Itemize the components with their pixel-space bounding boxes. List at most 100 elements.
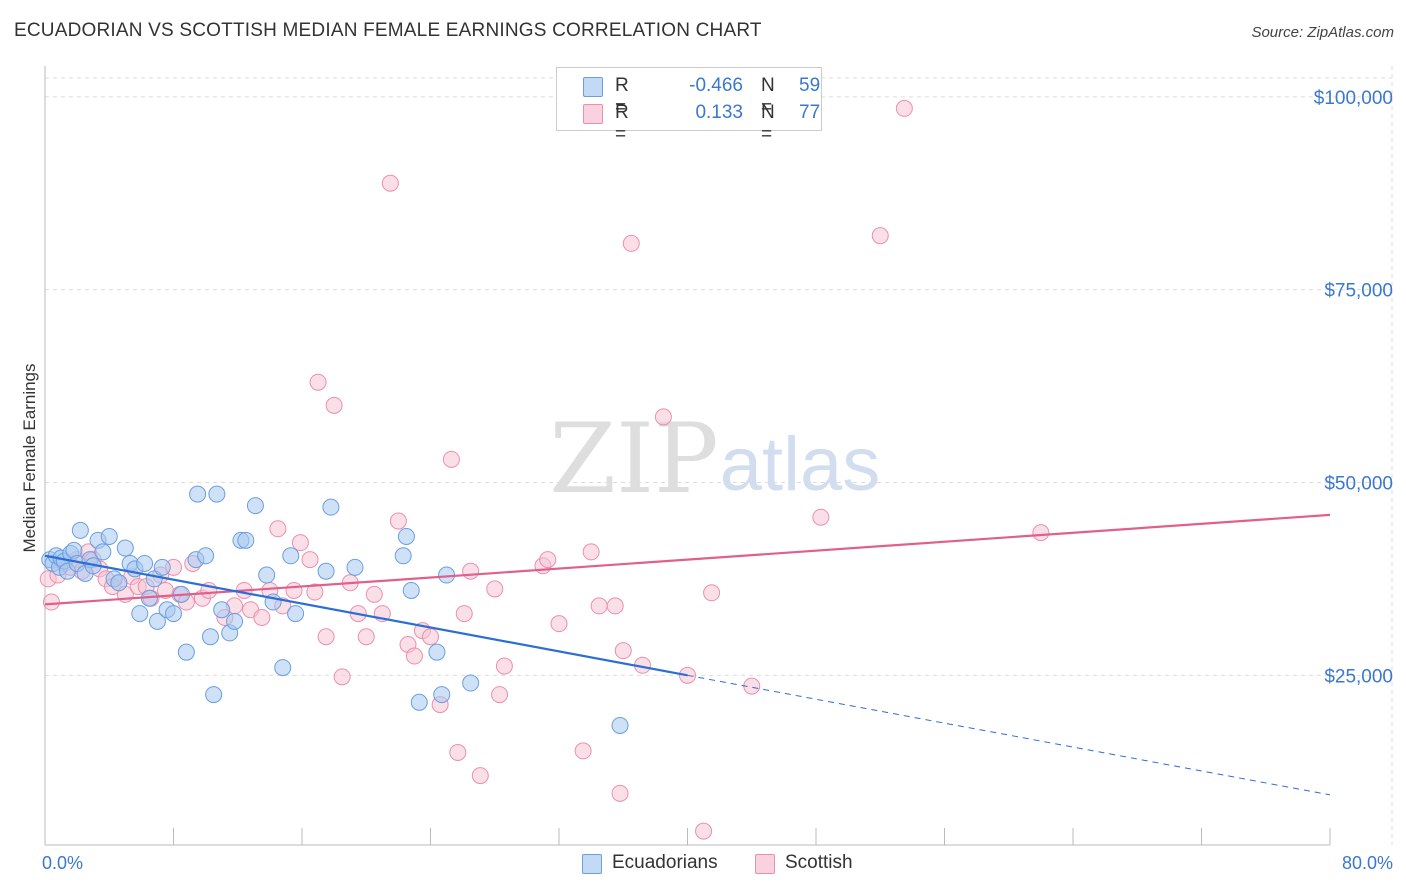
x-tick-label-min: 0.0%: [42, 853, 83, 873]
scottish-point: [333, 668, 351, 686]
ecuadorian-point: [201, 628, 219, 646]
y-tick-label: $50,000: [1324, 473, 1393, 494]
scottish-point: [614, 642, 632, 660]
ecuadorian-point: [282, 547, 300, 565]
ecuadorian-point: [433, 686, 451, 704]
ecuadorian-point: [189, 485, 207, 503]
ecuadorian-point: [397, 527, 415, 545]
ecuadorian-point: [287, 605, 305, 623]
scottish-point: [357, 628, 375, 646]
scottish-trend-line: [44, 513, 1331, 606]
y-tick-label: $75,000: [1324, 281, 1393, 302]
ecuadorian-trend-line: [44, 554, 688, 677]
scottish-point: [269, 520, 287, 538]
ecuadorian-point: [258, 566, 276, 584]
legend-swatch-scottish: [755, 854, 775, 874]
y-tick-label: $25,000: [1324, 666, 1393, 687]
scottish-point: [654, 408, 672, 426]
scottish-point: [871, 227, 889, 245]
scottish-point: [449, 743, 467, 761]
legend-r-value: -0.466: [689, 75, 743, 96]
ecuadorian-point: [346, 558, 364, 576]
scottish-point: [309, 373, 327, 391]
ecuadorian-point: [153, 558, 171, 576]
legend-label-scottish: Scottish: [785, 852, 853, 873]
scottish-point: [491, 686, 509, 704]
ecuadorian-point: [237, 531, 255, 549]
chart-title: ECUADORIAN VS SCOTTISH MEDIAN FEMALE EAR…: [14, 20, 762, 41]
y-tick-label: $100,000: [1314, 88, 1393, 109]
legend-r-label: R =: [615, 75, 629, 118]
ecuadorian-point: [317, 562, 335, 580]
watermark-zip: ZIP: [549, 403, 718, 515]
stats-legend: R = -0.466 N = 59 R = 0.133 N = 77: [556, 67, 822, 145]
ecuadorian-point: [131, 605, 149, 623]
scottish-point: [539, 551, 557, 569]
ecuadorian-point: [246, 497, 264, 515]
legend-swatch-scottish: [583, 104, 603, 124]
scottish-point: [895, 99, 913, 117]
scottish-point: [306, 583, 324, 601]
scottish-point: [462, 562, 480, 580]
ecuadorian-point: [205, 686, 223, 704]
scottish-point: [590, 597, 608, 615]
scottish-point: [325, 396, 343, 414]
legend-r-label: R =: [615, 102, 629, 145]
scottish-point: [622, 234, 640, 252]
scottish-point: [422, 628, 439, 646]
ecuadorian-point: [394, 547, 412, 565]
ecuadorian-point: [213, 601, 231, 619]
scottish-point: [812, 508, 830, 526]
ecuadorian-point: [402, 581, 420, 599]
ecuadorian-point: [136, 554, 154, 572]
ecuadorian-point: [428, 643, 446, 661]
legend-r-value: 0.133: [695, 102, 743, 123]
ecuadorian-point: [177, 643, 195, 661]
ecuadorian-point: [208, 485, 226, 503]
ecuadorian-point: [274, 659, 292, 677]
scottish-points: [39, 99, 1050, 840]
ecuadorian-point: [611, 716, 629, 734]
scottish-point: [317, 628, 335, 646]
trend-lines: [44, 513, 1331, 796]
scottish-point: [611, 784, 629, 802]
y-axis-label: Median Female Earnings: [20, 364, 39, 553]
legend-label-ecuadorians: Ecuadorians: [612, 852, 718, 873]
legend-n-value: 77: [799, 102, 821, 123]
x-tick-label-max: 80.0%: [1342, 853, 1393, 873]
ecuadorian-point: [94, 543, 112, 561]
ecuadorian-point: [116, 539, 134, 557]
legend-swatch-ecuadorians: [583, 77, 603, 97]
ecuadorian-point: [226, 612, 244, 630]
scottish-point: [253, 608, 271, 626]
scottish-point: [695, 822, 713, 840]
ecuadorian-point: [165, 605, 182, 623]
scottish-point: [301, 551, 319, 569]
scottish-point: [365, 585, 383, 603]
ecuadorian-point: [462, 674, 480, 692]
scottish-point: [582, 543, 600, 561]
scottish-point: [486, 580, 504, 598]
axes: [44, 66, 1331, 846]
scottish-point: [606, 597, 624, 615]
scottish-point: [442, 450, 460, 468]
ecuadorian-point: [71, 521, 89, 539]
scottish-point: [381, 174, 399, 192]
ecuadorian-point: [197, 547, 215, 565]
legend-n-label: N =: [761, 102, 775, 145]
ecuadorian-point: [100, 527, 118, 545]
legend-swatch-ecuadorians: [582, 854, 602, 874]
scottish-point: [291, 534, 309, 552]
scottish-point: [703, 584, 721, 602]
y-tick-labels: $25,000 $50,000 $75,000 $100,000: [1314, 88, 1393, 687]
scottish-point: [389, 512, 407, 530]
scottish-point: [455, 605, 473, 623]
scottish-point: [550, 615, 568, 633]
legend-n-label: N =: [761, 75, 775, 118]
source-label: Source: ZipAtlas.com: [1251, 24, 1394, 41]
ecuadorian-point: [322, 498, 340, 516]
ecuadorian-points: [41, 485, 629, 734]
scottish-point: [42, 593, 60, 611]
ecuadorian-point: [410, 693, 428, 711]
